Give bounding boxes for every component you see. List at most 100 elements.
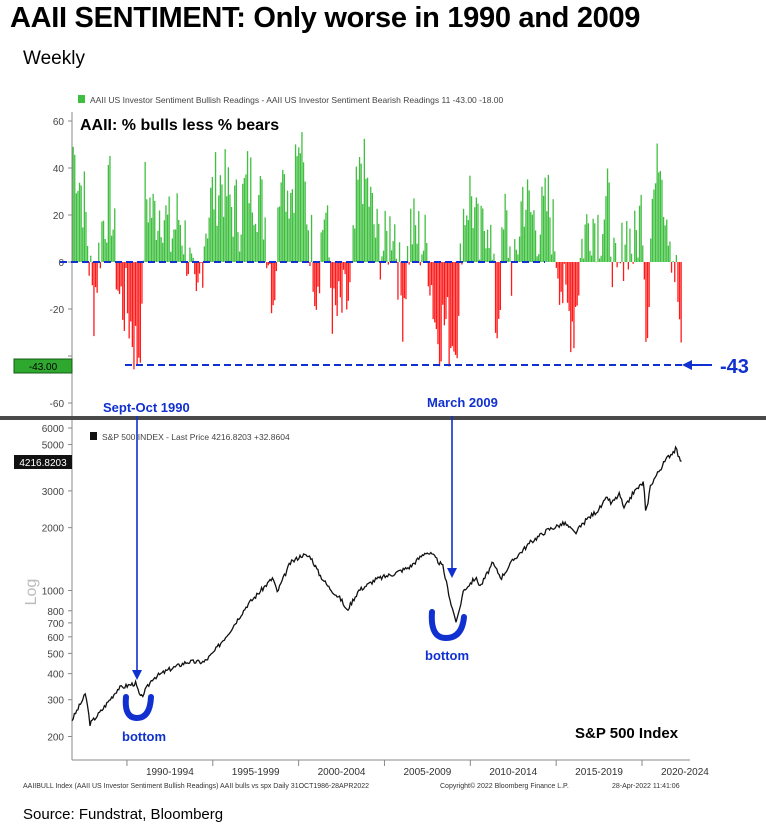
sentiment-bar bbox=[174, 229, 177, 262]
spx-y-axis: 6000500040003000200010008007006005004003… bbox=[42, 420, 73, 760]
sentiment-bar bbox=[88, 262, 90, 276]
sentiment-bar bbox=[592, 218, 594, 262]
sentiment-bar bbox=[162, 242, 164, 262]
sentiment-bar bbox=[602, 234, 604, 262]
sentiment-bar bbox=[237, 232, 239, 262]
sentiment-bar bbox=[181, 245, 183, 262]
sentiment-bar bbox=[534, 230, 537, 262]
spx-y-tick-label: 500 bbox=[47, 649, 64, 660]
sentiment-bar bbox=[677, 262, 679, 302]
sentiment-bar bbox=[597, 214, 599, 262]
sentiment-bar bbox=[104, 239, 106, 262]
sentiment-bar bbox=[110, 235, 113, 262]
sentiment-bar bbox=[99, 262, 101, 269]
sentiment-bar bbox=[510, 262, 513, 296]
sentiment-bar bbox=[256, 232, 258, 262]
sentiment-bar bbox=[539, 234, 541, 262]
spx-last-value-box bbox=[14, 455, 72, 469]
sentiment-bar bbox=[653, 189, 655, 262]
sentiment-bar bbox=[430, 262, 433, 286]
sentiment-bar bbox=[91, 262, 93, 286]
sentiment-bar bbox=[648, 262, 650, 307]
sentiment-bar bbox=[565, 262, 567, 285]
sentiment-bar bbox=[541, 186, 543, 262]
sentiment-bar bbox=[75, 193, 77, 262]
annotation-march-2009: March 2009 bbox=[427, 395, 498, 410]
sentiment-bar bbox=[229, 194, 231, 262]
sentiment-bar bbox=[373, 224, 375, 262]
spx-legend-box bbox=[85, 429, 335, 443]
sentiment-bar bbox=[144, 161, 146, 262]
sentiment-bar bbox=[336, 262, 338, 316]
sentiment-bar bbox=[560, 262, 562, 292]
sentiment-bar bbox=[640, 194, 642, 262]
spx-y-tick-label: 800 bbox=[47, 607, 64, 618]
sentiment-bar bbox=[475, 197, 477, 262]
sentiment-bar bbox=[178, 219, 180, 262]
sentiment-bar bbox=[472, 228, 474, 262]
sentiment-bar bbox=[222, 216, 225, 262]
x-axis-tick-label: 1995-1999 bbox=[232, 767, 280, 778]
sentiment-bar bbox=[419, 262, 421, 266]
sentiment-bar bbox=[594, 223, 596, 262]
spx-last-value: 4216.8203 bbox=[19, 458, 67, 469]
sentiment-bar bbox=[414, 225, 417, 262]
sentiment-y-tick-label: 40 bbox=[53, 164, 65, 175]
sentiment-bar bbox=[150, 217, 153, 262]
sentiment-bar bbox=[600, 255, 602, 262]
sentiment-bar bbox=[654, 183, 657, 262]
sentiment-legend-swatch bbox=[78, 95, 85, 103]
sentiment-bar bbox=[440, 262, 442, 362]
sentiment-bar bbox=[411, 244, 413, 262]
sentiment-bar bbox=[286, 190, 289, 262]
sentiment-bar bbox=[98, 242, 100, 262]
sentiment-bar bbox=[371, 193, 373, 262]
sentiment-bar bbox=[187, 262, 189, 275]
sentiment-bar bbox=[198, 262, 201, 274]
spx-y-tick-label: 300 bbox=[47, 696, 64, 707]
sentiment-bar bbox=[406, 246, 409, 262]
footer-left: AAIIBULL Index (AAII US Investor Sentime… bbox=[23, 783, 369, 790]
sentiment-bar bbox=[360, 163, 362, 262]
sentiment-bar bbox=[434, 262, 436, 323]
sentiment-bar bbox=[395, 258, 397, 262]
sentiment-bar bbox=[629, 228, 631, 262]
sentiment-bar bbox=[109, 155, 111, 262]
sentiment-bar bbox=[291, 189, 293, 262]
sentiment-bar bbox=[139, 262, 141, 363]
sentiment-bar bbox=[155, 240, 157, 262]
sentiment-bar bbox=[474, 207, 476, 262]
spx-legend: S&P 500 INDEX - Last Price 4216.8203 +32… bbox=[102, 432, 290, 442]
sentiment-bar bbox=[206, 238, 209, 262]
sentiment-bar bbox=[435, 262, 437, 330]
sentiment-bar bbox=[288, 218, 290, 262]
sentiment-bar bbox=[670, 262, 673, 273]
sentiment-bar bbox=[507, 257, 509, 262]
sentiment-bar bbox=[619, 262, 621, 264]
sentiment-bar bbox=[238, 251, 241, 262]
sentiment-bar bbox=[533, 210, 535, 262]
spx-y-tick-label: 3000 bbox=[42, 487, 65, 498]
sentiment-bar bbox=[638, 205, 641, 262]
sentiment-bar bbox=[133, 262, 135, 370]
sentiment-bar bbox=[445, 262, 447, 320]
sentiment-bar bbox=[365, 178, 367, 262]
sentiment-bar bbox=[464, 225, 466, 262]
sentiment-bar bbox=[128, 262, 130, 339]
sentiment-bar bbox=[538, 254, 540, 262]
sentiment-bar bbox=[190, 253, 193, 262]
sentiment-bar bbox=[678, 262, 681, 320]
sentiment-bar bbox=[130, 262, 132, 322]
sentiment-bar bbox=[136, 262, 138, 365]
sentiment-bar bbox=[587, 223, 589, 262]
sentiment-bar bbox=[504, 193, 506, 262]
panel-separator bbox=[0, 416, 766, 420]
sentiment-bar bbox=[456, 262, 458, 359]
sentiment-bar bbox=[491, 259, 493, 262]
sentiment-bar bbox=[258, 195, 260, 262]
sentiment-bar bbox=[680, 262, 682, 343]
sentiment-bar bbox=[488, 247, 490, 262]
sentiment-bar bbox=[357, 179, 359, 262]
sentiment-bar bbox=[77, 190, 79, 262]
sentiment-bar bbox=[243, 178, 245, 262]
